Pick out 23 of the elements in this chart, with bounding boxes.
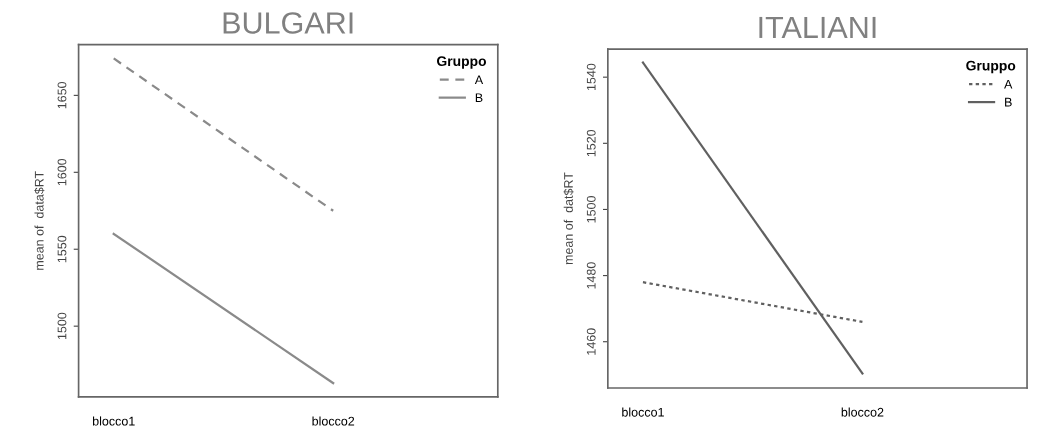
x-tick-label: blocco2 xyxy=(841,407,884,417)
y-tick-label: 1460 xyxy=(586,328,596,355)
y-tick-label: 1500 xyxy=(586,196,596,223)
legend-label: B xyxy=(475,93,483,103)
y-tick-label: 1600 xyxy=(57,158,67,186)
y-tick-label: 1550 xyxy=(57,235,67,263)
chart-title: BULGARI xyxy=(223,12,353,34)
y-axis-title: mean of data$RT xyxy=(34,171,45,270)
y-tick-label: 1520 xyxy=(586,129,596,157)
legend-label: B xyxy=(1005,97,1012,107)
y-tick-label: 1650 xyxy=(57,81,67,109)
y-tick-label: 1500 xyxy=(57,312,67,340)
y-tick-label: 1540 xyxy=(586,63,596,91)
y-axis-title: mean of dat$RT xyxy=(563,172,574,265)
legend-label: A xyxy=(1004,79,1013,89)
legend-title: Gruppo xyxy=(436,56,487,69)
chart-title: ITALIANI xyxy=(759,16,876,38)
x-tick-label: blocco1 xyxy=(92,416,135,426)
legend-title: Gruppo xyxy=(966,60,1016,74)
legend-label: A xyxy=(474,75,484,85)
x-tick-label: blocco1 xyxy=(622,407,664,417)
y-tick-label: 1480 xyxy=(586,262,596,289)
x-tick-label: blocco2 xyxy=(312,416,355,426)
